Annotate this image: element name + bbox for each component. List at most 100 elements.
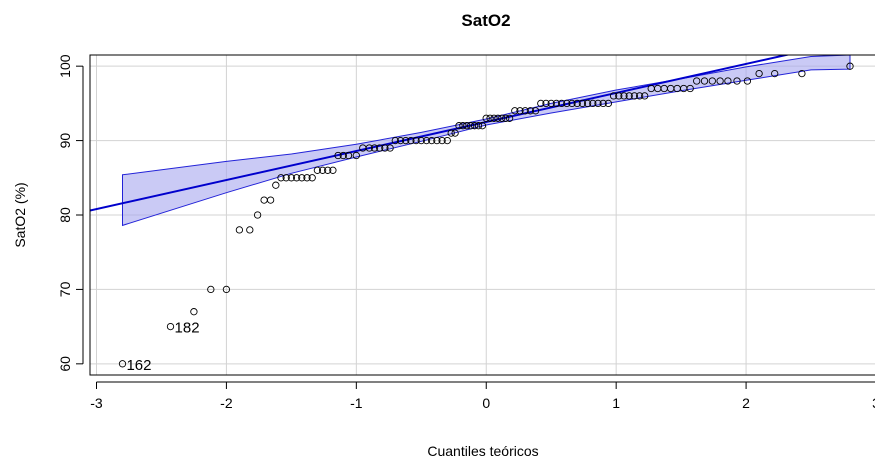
point-75 [594, 99, 602, 108]
x-tick-label-6: 3 [872, 395, 875, 411]
point-91 [686, 84, 694, 93]
point-54 [490, 114, 498, 122]
point-97 [733, 77, 741, 85]
point-10 [272, 181, 280, 189]
point-72 [578, 99, 587, 108]
point-12 [282, 174, 290, 182]
point-47 [463, 122, 471, 130]
point-48 [467, 122, 475, 130]
point-65 [542, 99, 550, 108]
point-23 [339, 151, 347, 160]
point-3 [207, 285, 215, 294]
point-40 [433, 136, 441, 145]
point-17 [308, 174, 316, 182]
point-100 [771, 69, 779, 78]
y-axis: 60 70 80 90 100 [57, 54, 84, 372]
point-43 [447, 129, 455, 137]
point-5 [235, 226, 244, 234]
point-32 [391, 136, 399, 145]
point-56 [498, 114, 506, 122]
point-50 [474, 122, 483, 130]
reference-line [90, 55, 791, 212]
point-31 [386, 144, 394, 152]
point-69 [563, 99, 571, 108]
point-61 [521, 107, 529, 115]
x-tick-label-2: -1 [350, 395, 363, 411]
point-64 [537, 99, 545, 108]
point-94 [708, 77, 716, 85]
point-51 [478, 122, 487, 130]
annotation-1: 182 [175, 320, 200, 337]
point-44 [451, 129, 459, 137]
point-70 [568, 99, 576, 108]
point-78 [609, 92, 618, 100]
point-98 [743, 77, 752, 85]
point-82 [630, 92, 639, 100]
point-15 [298, 174, 306, 182]
point-49 [470, 122, 479, 130]
point-84 [641, 92, 649, 100]
point-30 [381, 144, 389, 152]
point-25 [352, 151, 360, 160]
point-92 [693, 77, 701, 85]
point-77 [604, 99, 613, 108]
point-83 [635, 92, 644, 100]
point-18 [313, 166, 322, 174]
point-59 [511, 107, 519, 115]
point-71 [573, 99, 581, 108]
annotation-0: 162 [126, 357, 151, 374]
point-102 [846, 62, 854, 70]
x-axis-title: Cuantiles teóricos [427, 443, 538, 459]
x-tick-label-4: 1 [612, 395, 620, 411]
point-99 [755, 69, 763, 78]
y-tick-label-0: 60 [57, 356, 73, 372]
point-7 [253, 211, 262, 219]
point-19 [318, 166, 327, 174]
point-46 [459, 122, 467, 130]
point-28 [370, 144, 379, 152]
point-8 [260, 196, 268, 204]
y-axis-title: SatO2 (%) [12, 182, 28, 247]
point-21 [329, 166, 337, 174]
point-62 [526, 107, 535, 115]
point-57 [502, 114, 510, 122]
y-tick-label-2: 80 [57, 207, 73, 223]
point-68 [557, 99, 566, 108]
x-tick-label-5: 2 [742, 395, 750, 411]
point-55 [494, 114, 502, 122]
point-60 [516, 107, 524, 115]
point-1 [166, 322, 175, 331]
point-42 [443, 136, 451, 145]
point-35 [407, 136, 415, 145]
y-tick-label-1: 70 [57, 281, 73, 297]
y-tick-label-3: 90 [57, 133, 73, 149]
point-67 [552, 99, 561, 108]
point-74 [589, 99, 597, 108]
point-81 [625, 92, 633, 100]
point-22 [334, 151, 342, 160]
point-39 [428, 136, 436, 145]
x-axis: -3 -2 -1 0 1 2 3 [90, 381, 875, 411]
point-0 [118, 360, 127, 368]
point-4 [222, 285, 231, 294]
point-9 [266, 196, 275, 204]
point-53 [486, 114, 494, 122]
point-79 [615, 92, 623, 100]
point-13 [287, 174, 296, 182]
x-tick-label-1: -2 [220, 395, 233, 411]
point-11 [277, 174, 285, 182]
point-58 [505, 114, 514, 122]
chart-title: SatO2 [461, 11, 510, 30]
point-20 [324, 166, 332, 174]
ref-line [90, 55, 791, 212]
point-96 [724, 77, 732, 85]
point-41 [438, 136, 446, 145]
point-95 [716, 77, 724, 85]
data-points [118, 62, 854, 368]
point-76 [599, 99, 607, 108]
point-29 [376, 144, 384, 152]
point-52 [482, 114, 490, 122]
x-tick-label-3: 0 [482, 395, 490, 411]
grid [90, 55, 875, 375]
point-73 [583, 99, 592, 108]
